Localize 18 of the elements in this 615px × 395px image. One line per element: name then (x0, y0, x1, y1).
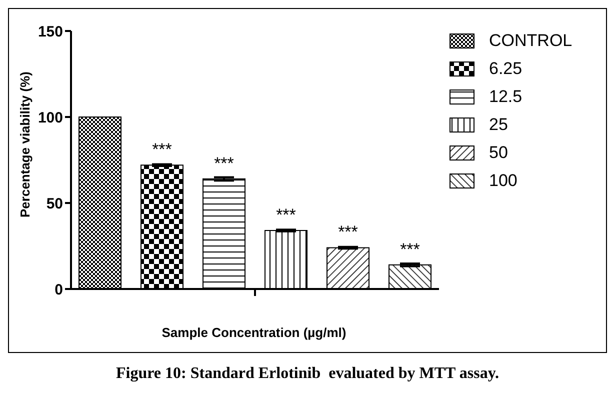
y-tick-label: 100 (38, 109, 63, 126)
data-label: *** (276, 206, 296, 225)
y-tick-label: 150 (38, 23, 63, 40)
y-tick-label: 0 (54, 281, 63, 298)
legend-label: 100 (489, 171, 518, 191)
y-axis-title: Percentage viability (%) (18, 70, 32, 220)
caption: Figure 10: Standard Erlotinib evaluated by MTT assay. (114, 365, 500, 383)
data-label: *** (214, 154, 234, 173)
data-label: *** (152, 140, 172, 160)
legend-label: 25 (489, 115, 508, 135)
data-label: *** (400, 240, 420, 259)
y-tick-label: 50 (46, 195, 63, 212)
data-label: *** (338, 222, 358, 242)
legend-label: 12.5 (489, 87, 522, 107)
legend-label: 50 (489, 143, 508, 163)
x-axis-title: Sample Concentration (µg/ml) (160, 325, 348, 340)
legend-label: 6.25 (489, 59, 522, 79)
legend-label: CONTROL (489, 31, 572, 51)
